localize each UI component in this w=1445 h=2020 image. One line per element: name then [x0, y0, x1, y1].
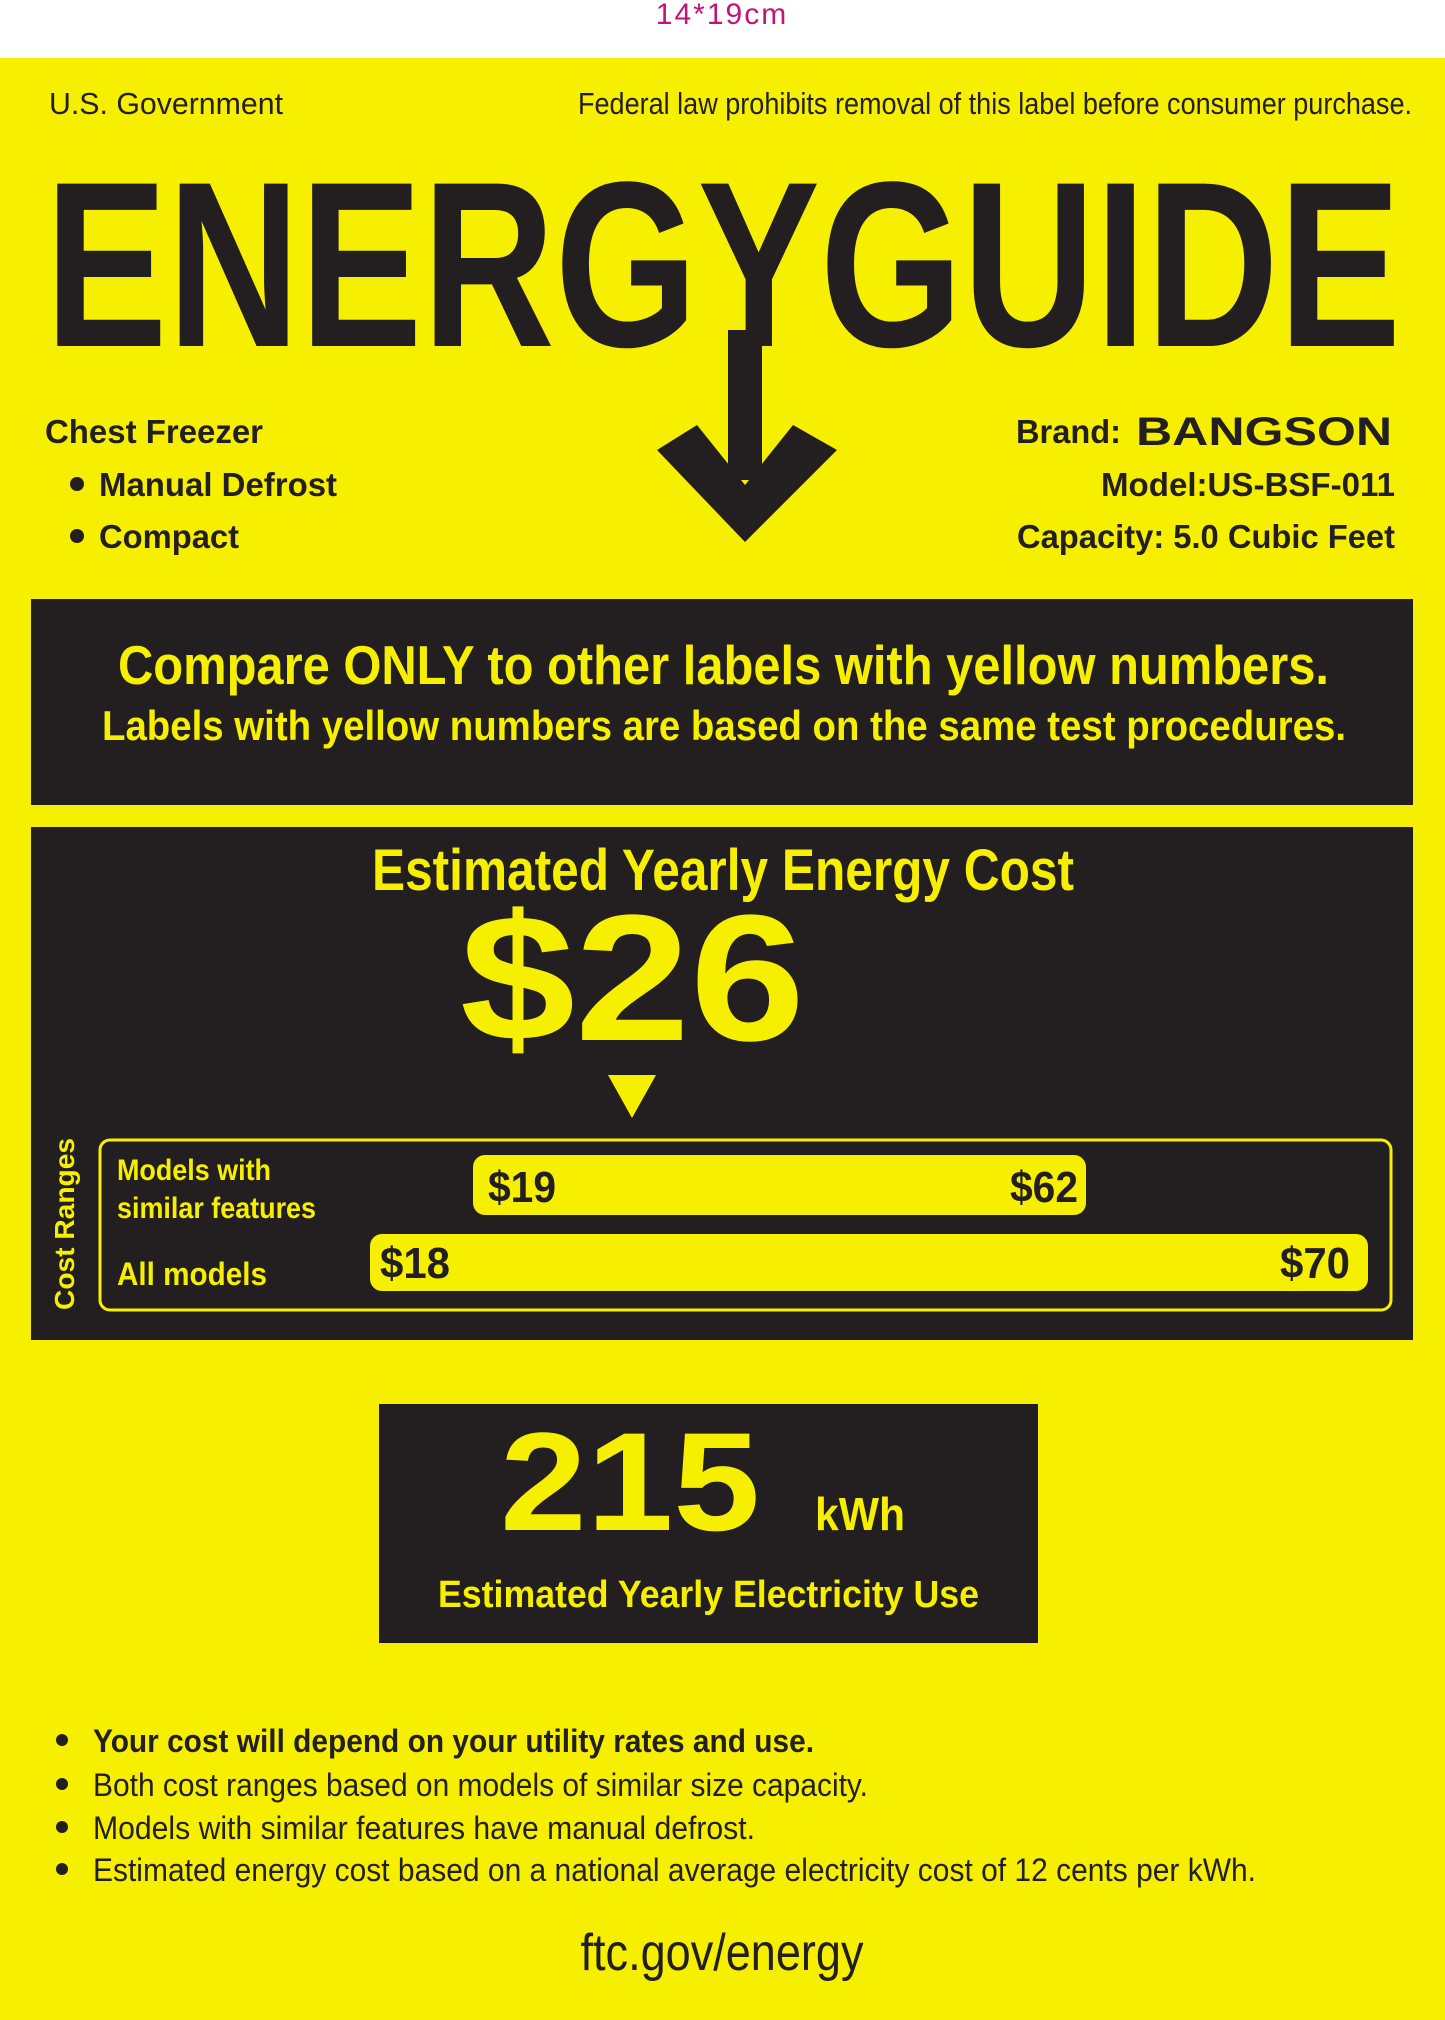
all-range-bar [370, 1234, 1368, 1291]
similar-range-bar [473, 1155, 1086, 1215]
bullet [56, 1778, 68, 1790]
brand-label: Brand: [1016, 413, 1121, 450]
note: Models with similar features have manual… [93, 1810, 755, 1846]
note: Estimated energy cost based on a nationa… [93, 1852, 1256, 1888]
model: Model:US-BSF-011 [1101, 466, 1395, 503]
electricity-amount: 215 [500, 1403, 760, 1560]
similar-high: $62 [1010, 1163, 1078, 1212]
capacity: Capacity: 5.0 Cubic Feet [1017, 518, 1395, 555]
size-note: 14*19cm [656, 0, 788, 31]
bullet [70, 529, 84, 543]
similar-label: Models with [117, 1154, 271, 1187]
all-high: $70 [1280, 1239, 1350, 1288]
bullet [56, 1821, 68, 1833]
bullet [56, 1863, 68, 1875]
footer-link: ftc.gov/energy [581, 1924, 864, 1982]
cost-pointer [608, 1075, 656, 1118]
bullet [56, 1734, 68, 1746]
similar-low: $19 [488, 1163, 556, 1212]
cost-amount: $26 [460, 878, 805, 1079]
government: U.S. Government [49, 86, 283, 121]
bullet [70, 477, 84, 491]
all-label: All models [117, 1256, 267, 1292]
arrow-shaft [728, 330, 762, 480]
ranges-label: Cost Ranges [49, 1138, 80, 1310]
feature: Compact [99, 518, 239, 555]
cost-heading: Estimated Yearly Energy Cost [372, 838, 1074, 903]
title: ENERGYGUIDE [45, 133, 1401, 397]
compare-subline: Labels with yellow numbers are based on … [102, 702, 1346, 749]
similar-label: similar features [117, 1192, 316, 1225]
ranges-frame [98, 1138, 1393, 1312]
feature: Manual Defrost [99, 466, 337, 503]
notice: Federal law prohibits removal of this la… [578, 86, 1412, 121]
all-low: $18 [380, 1239, 450, 1288]
electricity-caption: Estimated Yearly Electricity Use [438, 1574, 979, 1616]
compare-headline: Compare ONLY to other labels with yellow… [118, 634, 1329, 696]
electricity-box [379, 1404, 1038, 1643]
compare-box [31, 599, 1413, 805]
arrow-head [657, 425, 837, 542]
note: Your cost will depend on your utility ra… [93, 1723, 814, 1759]
note: Both cost ranges based on models of simi… [93, 1767, 868, 1803]
product-type: Chest Freezer [45, 413, 263, 450]
brand: BANGSON [1136, 410, 1392, 454]
electricity-unit: kWh [815, 1488, 905, 1540]
